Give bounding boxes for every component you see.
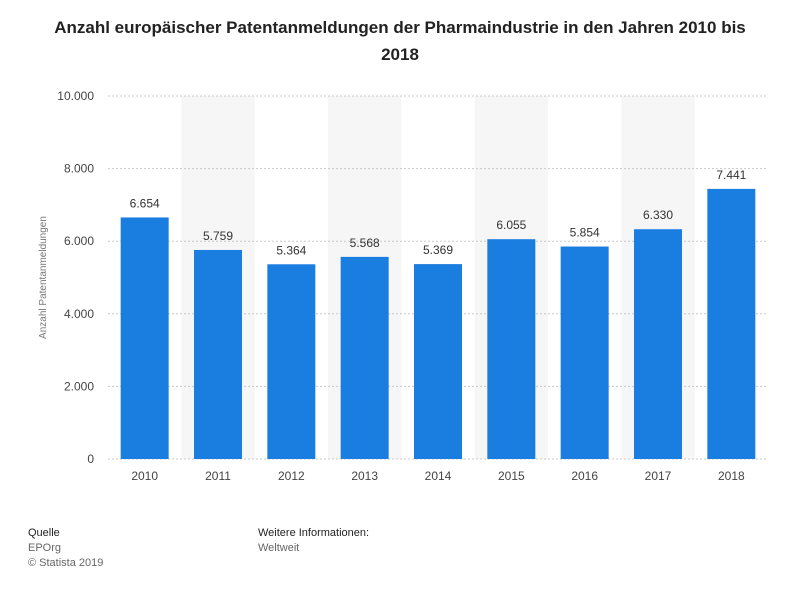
data-label-2012: 5.364 [276, 243, 306, 257]
source-block: Quelle EPOrg © Statista 2019 [28, 526, 103, 571]
y-tick-label: 8.000 [64, 162, 94, 176]
x-tick-label-2016: 2016 [571, 469, 598, 483]
bar-2014 [414, 264, 462, 459]
data-label-2013: 5.568 [350, 236, 380, 250]
bar-2015 [487, 239, 536, 459]
info-heading: Weitere Informationen: [258, 527, 370, 539]
copyright: © Statista 2019 [28, 557, 104, 569]
source-name: EPOrg [28, 542, 62, 554]
data-label-2018: 7.441 [716, 168, 746, 182]
bar-2010 [120, 217, 169, 459]
y-tick-label: 0 [87, 452, 94, 466]
x-tick-label-2014: 2014 [425, 469, 452, 483]
y-axis-ticks: 0 2.000 4.000 6.000 8.000 10.000 [57, 89, 94, 466]
bar-chart: 0 2.000 4.000 6.000 8.000 10.000 6.654 5.759 5.… [38, 89, 768, 483]
bars [120, 188, 756, 459]
data-labels: 6.654 5.759 5.364 5.568 5.369 6.055 5.854 6.330… [130, 168, 747, 257]
data-label-2010: 6.654 [130, 196, 160, 210]
data-label-2016: 5.854 [570, 225, 600, 239]
y-tick-label: 6.000 [64, 234, 94, 248]
bar-2013 [340, 256, 389, 459]
x-tick-label-2013: 2013 [351, 469, 378, 483]
x-tick-label-2017: 2017 [645, 469, 672, 483]
data-label-2015: 6.055 [496, 218, 526, 232]
y-tick-label: 10.000 [57, 89, 94, 103]
bar-2017 [634, 229, 682, 459]
x-tick-label-2015: 2015 [498, 469, 525, 483]
source-heading: Quelle [28, 527, 60, 539]
bar-2011 [194, 249, 242, 459]
y-axis-label: Anzahl Patentanmeldungen [38, 216, 49, 339]
y-tick-label: 2.000 [64, 379, 94, 393]
data-label-2014: 5.369 [423, 243, 453, 257]
x-tick-label-2010: 2010 [131, 469, 158, 483]
x-axis-ticks: 2010 2011 2012 2013 2014 2015 2016 2017 2018 [131, 469, 745, 483]
y-tick-label: 4.000 [64, 307, 94, 321]
x-tick-label-2011: 2011 [205, 469, 231, 483]
x-tick-label-2012: 2012 [278, 469, 305, 483]
data-label-2011: 5.759 [203, 229, 233, 243]
data-label-2017: 6.330 [643, 208, 673, 222]
x-tick-label-2018: 2018 [718, 469, 745, 483]
chart-title: Anzahl europäischer Patentanmeldungen de… [54, 18, 746, 64]
info-block: Weitere Informationen: Weltweit [258, 526, 369, 556]
bar-2012 [267, 264, 316, 459]
info-value: Weltweit [258, 542, 300, 554]
bar-2018 [707, 188, 756, 459]
bar-2016 [560, 246, 609, 459]
